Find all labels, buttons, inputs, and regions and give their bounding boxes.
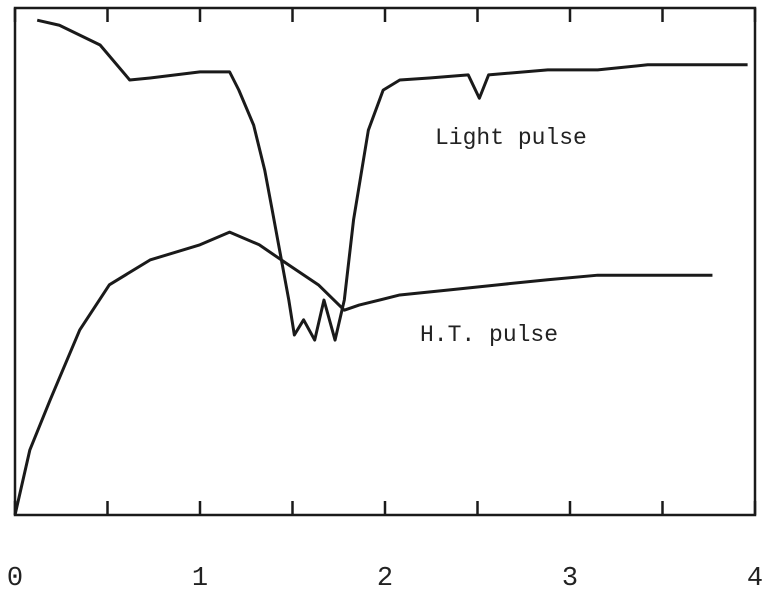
x-tick-label: 3 <box>562 564 578 594</box>
series-label: Light pulse <box>435 125 587 151</box>
pulse-line <box>13 230 713 516</box>
x-tick-label: 2 <box>377 564 393 594</box>
plot-frame <box>13 6 757 517</box>
pulse-line <box>36 18 748 342</box>
x-tick-label: 4 <box>747 564 763 594</box>
x-tick-label: 1 <box>192 564 208 594</box>
series-label: H.T. pulse <box>420 322 558 348</box>
x-tick-label: 0 <box>7 564 23 594</box>
